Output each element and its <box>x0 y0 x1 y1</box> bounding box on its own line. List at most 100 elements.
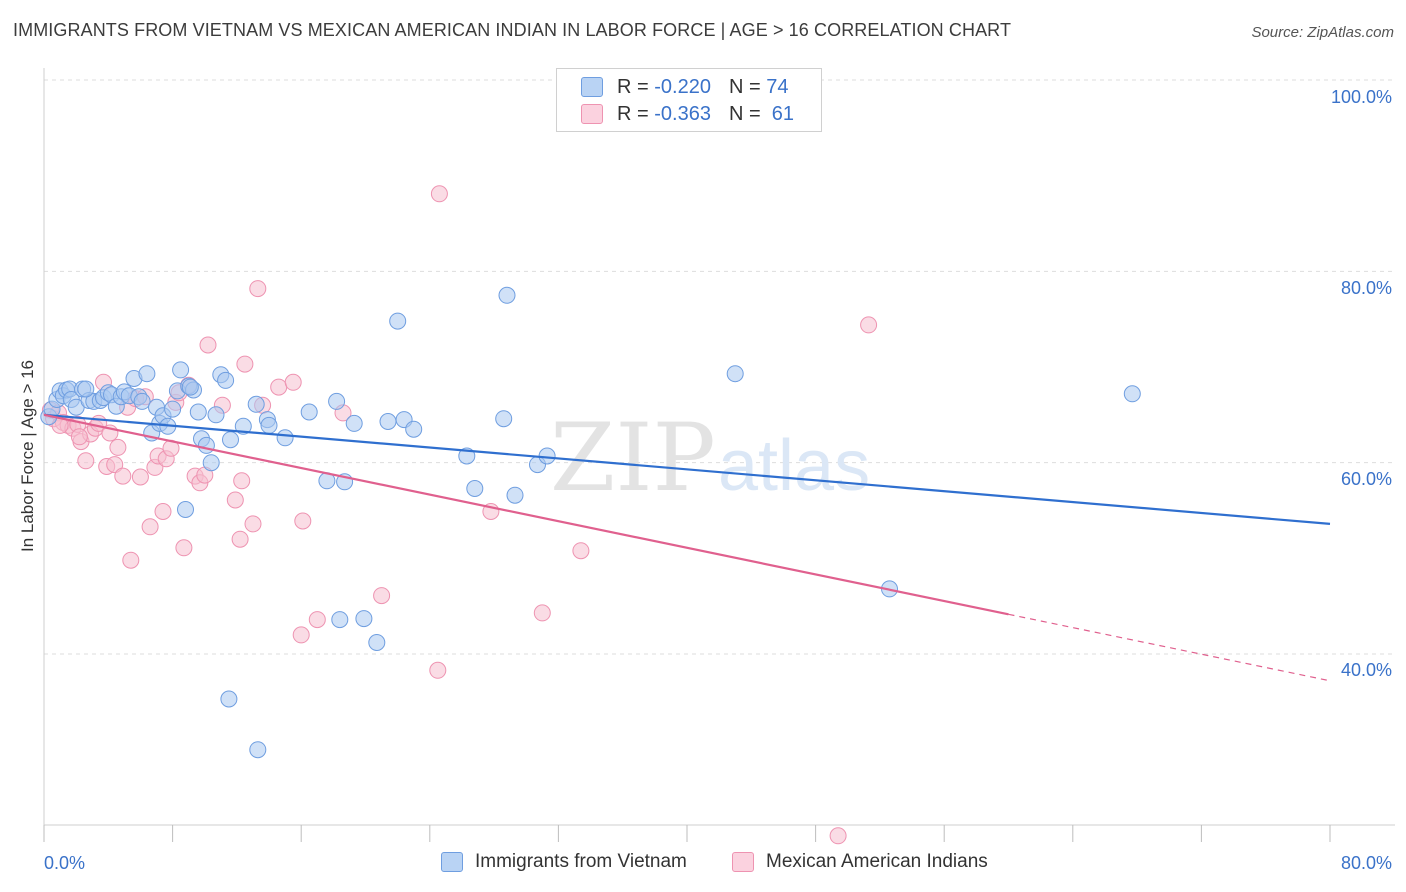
legend-r-value: -0.220 <box>654 75 711 98</box>
vietnam-point-61 <box>506 486 524 504</box>
mexican-american-indian-point-36 <box>199 336 217 354</box>
bottom-legend-vietnam: Immigrants from Vietnam <box>441 851 687 873</box>
legend-row-mexican-american-indian: R = -0.363 N = 61 <box>581 101 794 127</box>
mexican-american-indian-point-47 <box>294 512 312 530</box>
mexican-american-indian-point-8 <box>77 452 95 470</box>
vietnam-point-50 <box>328 392 346 410</box>
bottom-legend-swatch-blue <box>441 852 463 872</box>
watermark-zip: ZIP <box>550 404 716 513</box>
vietnam-point-64 <box>331 611 349 629</box>
vietnam-point-56 <box>405 420 423 438</box>
legend-swatch-blue <box>581 77 603 97</box>
mexican-american-indian-point-57 <box>860 316 878 334</box>
legend-row-vietnam: R = -0.220 N = 74 <box>581 74 788 100</box>
vietnam-point-29 <box>164 400 182 418</box>
mexican-american-indian-point-45 <box>270 378 288 396</box>
vietnam-point-35 <box>189 403 207 421</box>
y-axis-label: In Labor Force | Age > 16 <box>18 359 37 553</box>
legend-box: R = -0.220 N = 74 R = -0.363 N = 61 <box>556 68 822 132</box>
mexican-american-indian-point-60 <box>70 428 88 446</box>
vietnam-point-41 <box>217 371 235 389</box>
vietnam-point-65 <box>355 610 373 628</box>
vietnam-point-73 <box>77 380 95 398</box>
vietnam-point-23 <box>138 365 156 383</box>
mexican-american-indian-point-23 <box>141 518 159 536</box>
mexican-american-indian-point-15 <box>106 456 124 474</box>
vietnam-point-67 <box>220 690 238 708</box>
legend-n-value: 61 <box>771 102 795 125</box>
series-mexican-american-indian-points <box>41 185 878 845</box>
y-tick-label-60: 60.0% <box>1340 469 1392 489</box>
mexican-american-indian-point-56 <box>572 542 590 560</box>
vietnam-point-54 <box>389 312 407 330</box>
vietnam-point-72 <box>181 378 199 396</box>
vietnam-point-68 <box>249 741 267 759</box>
vietnam-point-60 <box>498 286 516 304</box>
mexican-american-indian-point-19 <box>122 551 140 569</box>
mexican-american-indian-point-46 <box>284 373 302 391</box>
vietnam-point-59 <box>495 410 513 428</box>
mexican-american-indian-point-52 <box>429 661 447 679</box>
mexican-american-indian-trend-line-extension <box>1008 613 1331 682</box>
vietnam-point-46 <box>260 416 278 434</box>
vietnam-point-53 <box>379 413 397 430</box>
mexican-american-indian-point-31 <box>175 539 193 557</box>
vietnam-point-69 <box>726 365 744 383</box>
mexican-american-indian-point-58 <box>829 827 847 845</box>
mexican-american-indian-point-51 <box>373 587 391 605</box>
y-tick-label-80: 80.0% <box>1340 278 1392 298</box>
trend-lines <box>43 413 1331 682</box>
legend-n-label: N = <box>728 75 761 98</box>
vietnam-point-44 <box>247 395 265 413</box>
vietnam-point-22 <box>133 392 151 410</box>
mexican-american-indian-point-21 <box>131 468 149 486</box>
bottom-legend-mexican-american-indian: Mexican American Indians <box>732 851 988 873</box>
watermark: ZIP atlas <box>550 404 870 513</box>
y-tick-label-40: 40.0% <box>1340 660 1392 680</box>
mexican-american-indian-point-40 <box>233 472 251 490</box>
vietnam-point-47 <box>276 429 294 447</box>
legend-n-label: N = <box>728 102 761 125</box>
mexican-american-indian-point-39 <box>231 530 249 548</box>
legend-swatch-pink <box>581 104 603 124</box>
mexican-american-indian-point-42 <box>244 515 262 533</box>
mexican-american-indian-trend-line <box>43 413 1009 616</box>
mexican-american-indian-point-55 <box>533 604 551 622</box>
y-tick-label-100: 100.0% <box>1330 87 1392 107</box>
mexican-american-indian-point-53 <box>430 185 448 203</box>
mexican-american-indian-point-17 <box>114 467 132 485</box>
vietnam-point-52 <box>345 414 363 432</box>
x-tick-label-max: 80.0% <box>1340 853 1392 873</box>
watermark-atlas: atlas <box>718 426 870 506</box>
x-tick-label-min: 0.0% <box>44 853 86 873</box>
bottom-legend-label-vietnam: Immigrants from Vietnam <box>475 851 687 872</box>
legend-r-label: R = <box>617 75 649 98</box>
source-label: Source: ZipAtlas.com <box>1251 24 1394 41</box>
vietnam-point-39 <box>207 406 225 424</box>
mexican-american-indian-point-43 <box>249 280 267 298</box>
vietnam-point-42 <box>222 431 239 449</box>
vietnam-point-58 <box>466 480 484 497</box>
vietnam-point-31 <box>172 361 190 379</box>
chart-title: IMMIGRANTS FROM VIETNAM VS MEXICAN AMERI… <box>13 20 1012 40</box>
bottom-legend-swatch-pink <box>732 852 754 872</box>
axes <box>43 68 1395 842</box>
legend-n-value: 74 <box>766 75 789 98</box>
legend-r-label: R = <box>617 102 649 125</box>
bottom-legend-label-mexican-american-indian: Mexican American Indians <box>766 851 988 872</box>
vietnam-trend-line <box>43 413 1331 525</box>
mexican-american-indian-point-41 <box>236 355 254 373</box>
mexican-american-indian-point-38 <box>226 491 244 509</box>
vietnam-point-38 <box>202 454 220 472</box>
mexican-american-indian-point-16 <box>109 438 127 456</box>
vietnam-point-37 <box>197 436 215 454</box>
mexican-american-indian-point-26 <box>154 503 172 520</box>
legend-r-value: -0.363 <box>654 102 711 125</box>
vietnam-point-32 <box>177 501 194 518</box>
mexican-american-indian-point-49 <box>308 611 326 629</box>
vietnam-point-71 <box>1123 385 1141 403</box>
mexican-american-indian-point-48 <box>292 626 310 644</box>
vietnam-point-48 <box>300 403 318 421</box>
series-vietnam-points <box>40 286 1141 759</box>
